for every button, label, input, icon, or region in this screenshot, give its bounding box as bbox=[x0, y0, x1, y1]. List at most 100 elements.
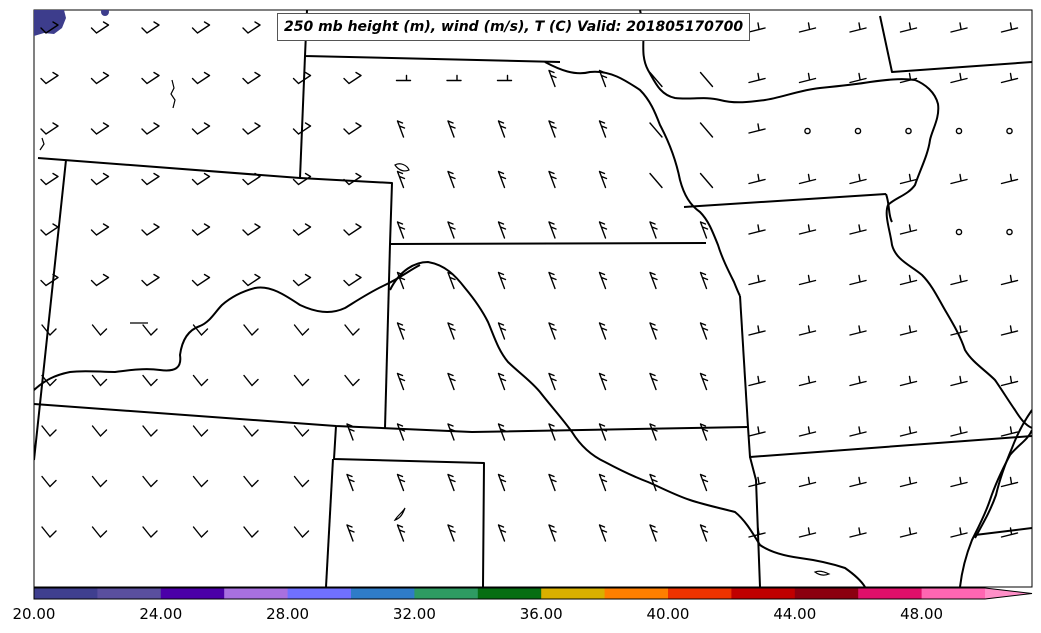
wind-barb bbox=[699, 473, 709, 492]
wind-barb bbox=[293, 475, 310, 488]
wind-barb bbox=[293, 526, 310, 539]
map-title: 250 mb height (m), wind (m/s), T (C) Val… bbox=[277, 13, 751, 41]
colorbar-tick-label: 48.00 bbox=[900, 605, 943, 623]
colorbar-bin bbox=[731, 588, 796, 599]
wind-barb bbox=[497, 221, 507, 239]
wind-barb bbox=[899, 527, 918, 538]
wind-barb bbox=[497, 271, 507, 290]
wind-barb bbox=[598, 69, 608, 88]
wind-barb bbox=[798, 527, 817, 538]
wind-barb bbox=[447, 473, 456, 492]
wind-barb bbox=[950, 476, 968, 488]
colorbar-tick-label: 32.00 bbox=[393, 605, 436, 623]
colorbar-extend-arrow bbox=[985, 588, 1032, 599]
wind-barb bbox=[1000, 72, 1019, 84]
wind-barb bbox=[243, 324, 259, 337]
wind-barb bbox=[292, 71, 312, 85]
wind-barb bbox=[142, 475, 158, 488]
wind-barb bbox=[748, 375, 766, 387]
wind-barb bbox=[91, 374, 108, 387]
wind-barb bbox=[40, 223, 59, 236]
wind-barb bbox=[849, 224, 867, 235]
wind-barb bbox=[90, 21, 110, 34]
colorbar-bin bbox=[541, 588, 606, 599]
wind-barb bbox=[899, 72, 918, 84]
colorbar-tick-label: 20.00 bbox=[13, 605, 56, 623]
colorbar-bin bbox=[34, 588, 98, 599]
wind-barb bbox=[192, 324, 209, 337]
wind-barb bbox=[242, 172, 261, 186]
wind-barb bbox=[699, 322, 709, 340]
wind-barbs bbox=[40, 19, 1019, 542]
wind-barb bbox=[748, 173, 766, 185]
wind-barb bbox=[242, 273, 261, 287]
wind-barb bbox=[497, 120, 507, 138]
wind-barb bbox=[396, 170, 406, 189]
wind-barb bbox=[343, 273, 362, 287]
wind-barb bbox=[141, 122, 160, 135]
wind-barb bbox=[699, 122, 714, 138]
water-features bbox=[39, 79, 831, 576]
wind-barb bbox=[649, 271, 658, 290]
wind-barb bbox=[91, 526, 108, 539]
wind-barb bbox=[142, 526, 158, 539]
calm-circle bbox=[854, 127, 862, 135]
wind-barb bbox=[141, 172, 160, 186]
wind-barb bbox=[950, 527, 968, 538]
wind-barb bbox=[649, 322, 658, 340]
wind-barb bbox=[598, 170, 608, 189]
wind-barb bbox=[292, 273, 312, 287]
wind-barb bbox=[899, 173, 918, 185]
wind-barb bbox=[191, 21, 211, 34]
wind-barb bbox=[343, 223, 362, 236]
wind-barb bbox=[396, 473, 406, 492]
wind-barb bbox=[1000, 426, 1019, 437]
wind-barb bbox=[849, 476, 867, 488]
wind-barb bbox=[91, 475, 108, 488]
wind-barb bbox=[548, 372, 557, 391]
wind-barb bbox=[899, 224, 918, 235]
wind-barb bbox=[598, 271, 608, 290]
wind-barb bbox=[396, 372, 406, 391]
wind-barb bbox=[950, 22, 968, 33]
colorbar-bin bbox=[351, 588, 415, 599]
wind-barb bbox=[396, 120, 406, 138]
wind-barb bbox=[497, 170, 507, 189]
wind-barb bbox=[950, 325, 968, 336]
wind-barb bbox=[346, 473, 355, 492]
wind-barb bbox=[396, 423, 406, 441]
wind-barb bbox=[497, 372, 507, 391]
wind-barb bbox=[447, 322, 456, 340]
wind-barb bbox=[699, 423, 709, 441]
wind-barb bbox=[243, 526, 259, 539]
calm-circle bbox=[955, 127, 963, 135]
calm-circle bbox=[955, 228, 963, 236]
wind-barb bbox=[141, 21, 160, 34]
wind-barb bbox=[950, 72, 968, 84]
wind-barb bbox=[548, 473, 557, 492]
wind-barb bbox=[243, 475, 259, 488]
wind-barb bbox=[849, 426, 867, 437]
wind-barb bbox=[899, 325, 918, 336]
wind-barb bbox=[798, 426, 817, 437]
wind-barb bbox=[141, 223, 160, 236]
wind-barb bbox=[192, 526, 209, 539]
wind-barb bbox=[699, 372, 709, 391]
wind-barb bbox=[598, 423, 608, 441]
wind-barb bbox=[346, 423, 355, 441]
colorbar-outline bbox=[33, 587, 1033, 600]
wind-barb bbox=[41, 324, 57, 337]
wind-barb bbox=[699, 271, 709, 290]
wind-barb bbox=[242, 223, 261, 236]
wind-barb bbox=[396, 524, 406, 542]
wind-barb bbox=[548, 69, 557, 88]
wind-barb bbox=[447, 221, 456, 239]
wind-barb bbox=[699, 172, 714, 189]
colorbar-bin bbox=[160, 588, 225, 599]
wind-barb bbox=[548, 322, 557, 340]
wind-barb bbox=[849, 325, 867, 336]
wind-barb bbox=[242, 122, 261, 135]
wind-barb bbox=[649, 524, 658, 542]
wind-barb bbox=[447, 120, 456, 138]
wind-barb bbox=[191, 71, 211, 85]
